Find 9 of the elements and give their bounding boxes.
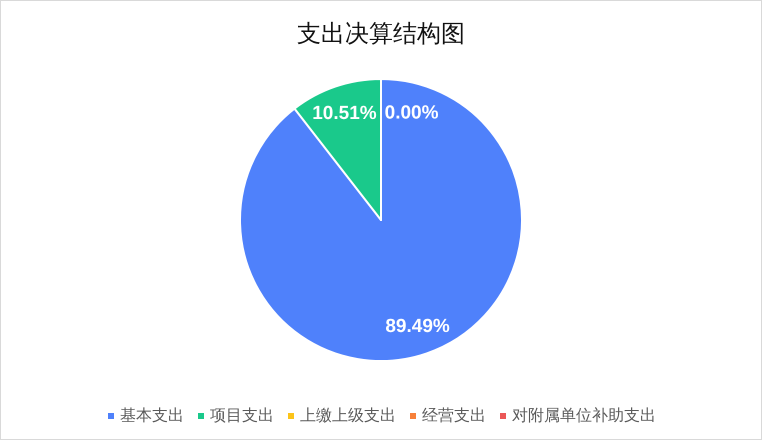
legend-label: 项目支出 [210,406,274,424]
chart-title: 支出决算结构图 [297,20,465,48]
text: 0.00% [384,102,439,124]
legend-label: 对附属单位补助支出 [512,406,656,424]
legend-label: 上缴上级支出 [300,406,396,424]
data-label: 89.49% [385,316,450,338]
data-label: 10.51% [312,102,377,124]
legend-label: 基本支出 [120,406,184,424]
legend-label: 经营支出 [422,406,486,424]
